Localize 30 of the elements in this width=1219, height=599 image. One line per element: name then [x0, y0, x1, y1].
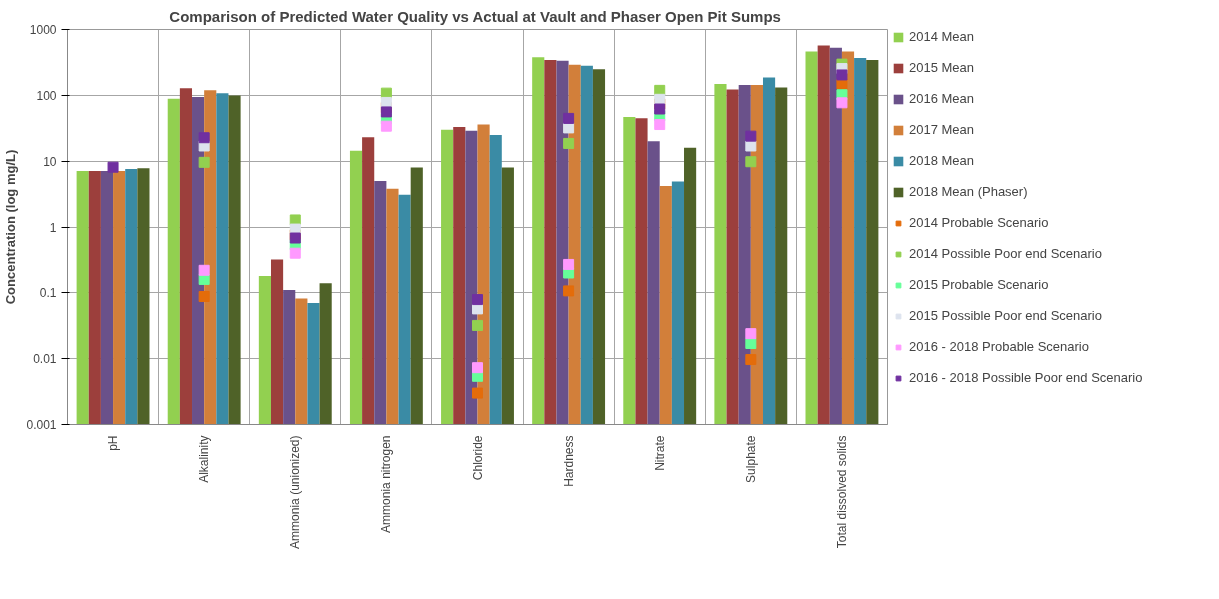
x-tick-label: Chloride [470, 435, 485, 481]
legend-label: 2014 Possible Poor end Scenario [909, 246, 1102, 261]
x-tick-label: Sulphate [743, 435, 758, 483]
y-tick-label: 100 [36, 88, 57, 103]
y-tick-label: 1 [49, 220, 57, 235]
x-tick-label: Hardness [561, 435, 576, 487]
legend-label: 2016 - 2018 Possible Poor end Scenario [909, 370, 1143, 385]
x-tick-label: Alkalinity [197, 435, 212, 483]
legend-label: 2014 Mean [909, 29, 975, 44]
legend-label: 2016 Mean [909, 91, 975, 106]
legend-label: 2014 Probable Scenario [909, 215, 1049, 230]
y-axis-title: Concentration (log mg/L) [3, 149, 19, 305]
legend-label: 2018 Mean (Phaser) [909, 184, 1028, 199]
legend-label: 2015 Probable Scenario [909, 277, 1049, 292]
x-tick-label: Total dissolved solids [834, 435, 849, 549]
legend-label: 2015 Mean [909, 60, 975, 75]
x-tick-label: Ammonia nitrogen [379, 435, 394, 533]
chart-title: Comparison of Predicted Water Quality vs Actual at Vault and Phaser Open Pit Sumps [169, 7, 781, 25]
y-tick-label: 0.1 [39, 286, 57, 301]
y-tick-label: 10 [43, 154, 57, 169]
x-tick-label: Nitrate [652, 435, 667, 471]
legend-label: 2015 Possible Poor end Scenario [909, 308, 1102, 323]
legend-label: 2016 - 2018 Probable Scenario [909, 339, 1089, 354]
x-tick-label: Ammonia (unionized) [288, 435, 303, 549]
legend-label: 2017 Mean [909, 122, 975, 137]
y-tick-label: 0.001 [26, 418, 57, 432]
legend-label: 2018 Mean [909, 153, 975, 168]
y-tick-label: 1000 [29, 23, 57, 37]
x-tick-label: pH [106, 435, 121, 451]
y-tick-label: 0.01 [33, 352, 57, 367]
